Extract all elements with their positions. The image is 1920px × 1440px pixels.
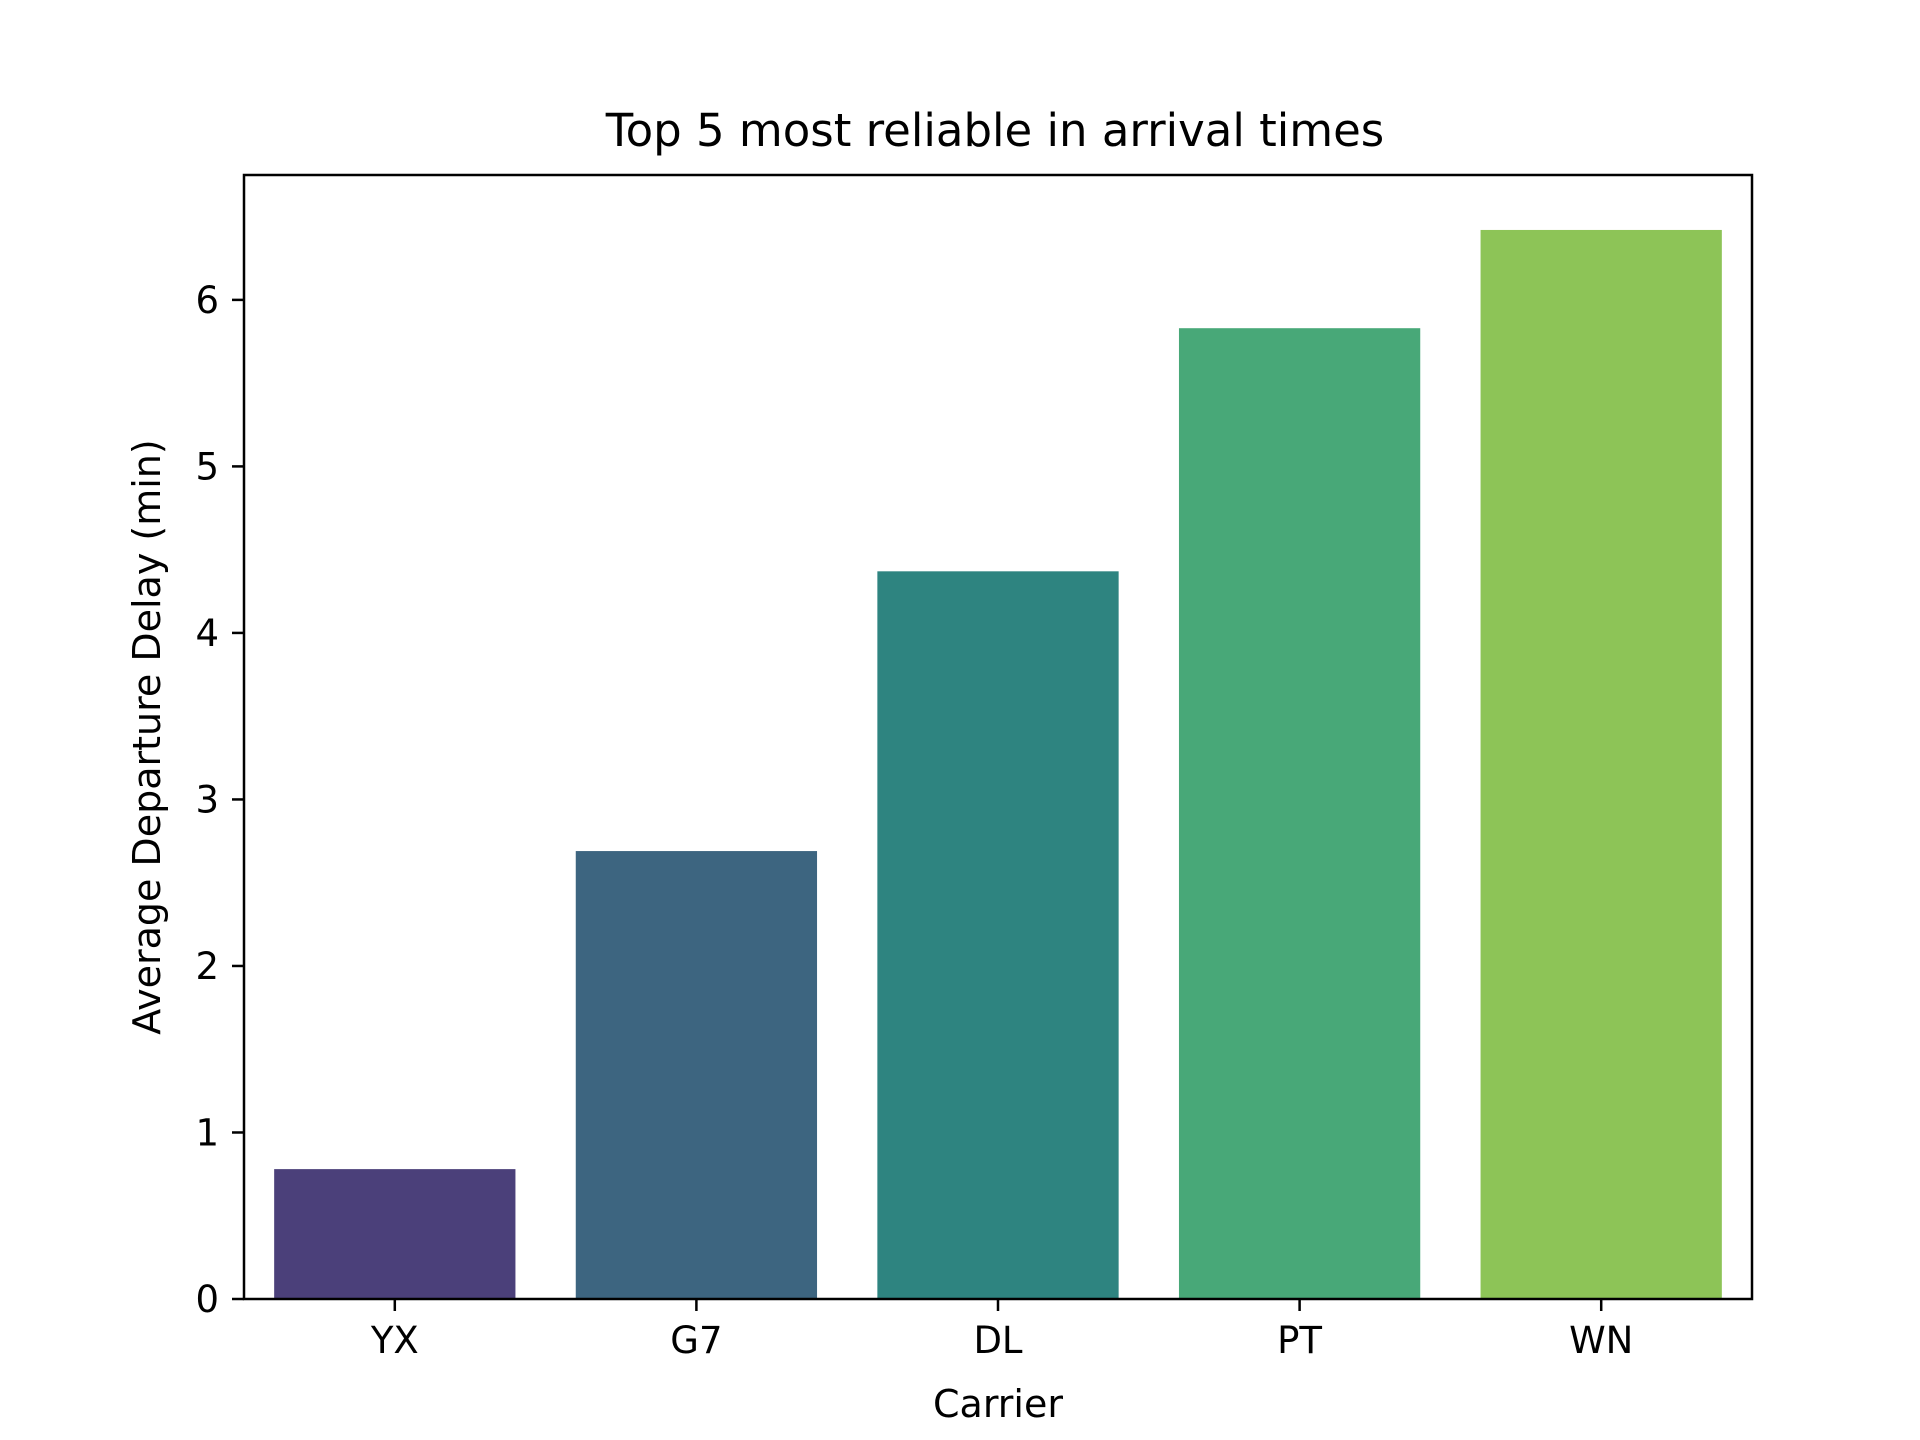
chart-title: Top 5 most reliable in arrival times	[605, 104, 1385, 157]
y-tick-label: 1	[195, 1111, 219, 1154]
bars	[274, 229, 1722, 1300]
x-tick-label: YX	[370, 1319, 419, 1362]
x-axis-label: Carrier	[933, 1382, 1063, 1426]
y-tick-label: 3	[195, 778, 219, 821]
bar-dl	[877, 571, 1119, 1299]
bar-g7	[575, 851, 818, 1299]
x-axis: YX G7 DL PT WN	[370, 1299, 1633, 1362]
bar-yx	[274, 1169, 516, 1299]
x-tick-label: DL	[973, 1319, 1022, 1362]
x-tick-label: WN	[1569, 1319, 1633, 1362]
x-tick-label: PT	[1277, 1319, 1322, 1362]
y-tick-label: 4	[195, 612, 219, 655]
y-tick-label: 5	[195, 445, 219, 488]
y-axis: 0 1 2 3 4 5 6	[195, 279, 244, 1321]
y-axis-label: Average Departure Delay (min)	[125, 439, 169, 1034]
y-tick-label: 6	[195, 279, 219, 322]
x-tick-label: G7	[670, 1319, 722, 1362]
bar-pt	[1178, 328, 1421, 1300]
y-tick-label: 0	[195, 1278, 219, 1321]
y-tick-label: 2	[195, 945, 219, 988]
bar-wn	[1480, 229, 1722, 1299]
